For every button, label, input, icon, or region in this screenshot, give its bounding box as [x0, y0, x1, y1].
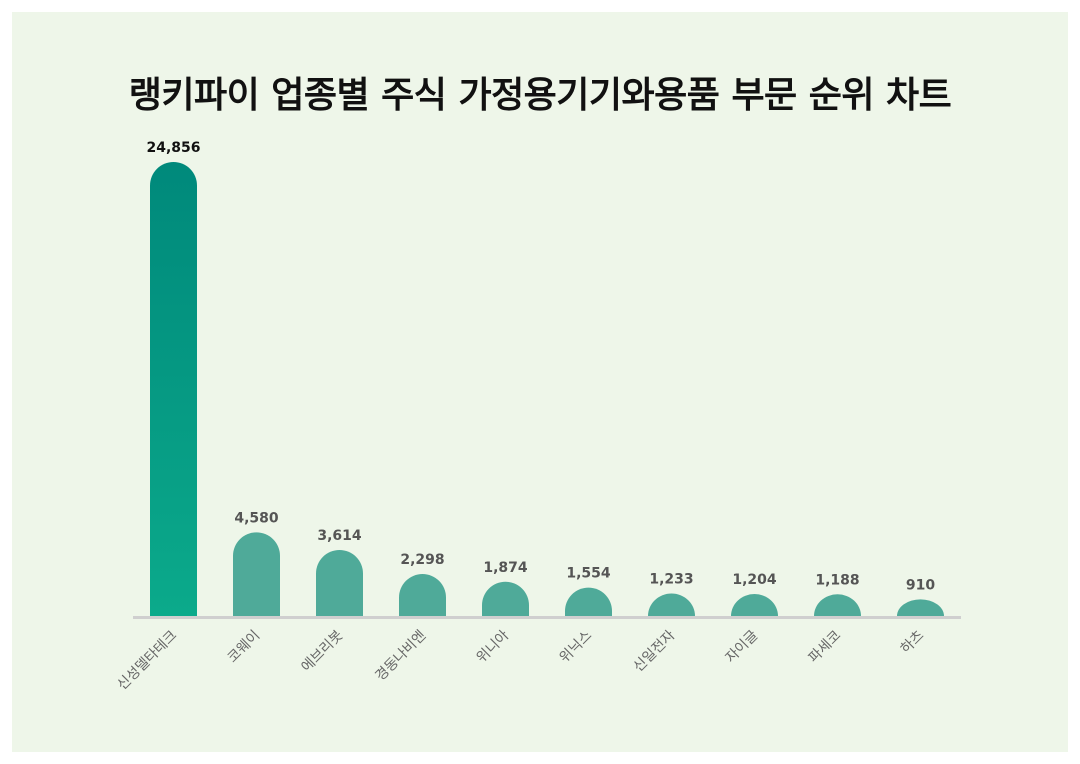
category-label-3: 에브리봇 — [299, 627, 347, 675]
bar-10 — [897, 599, 944, 616]
bar-9 — [814, 594, 861, 616]
value-label-7: 1,233 — [649, 571, 693, 587]
value-label-10: 910 — [906, 577, 935, 593]
bar-2 — [233, 532, 280, 616]
value-label-3: 3,614 — [317, 528, 362, 544]
category-label-5: 위니아 — [474, 627, 513, 666]
value-label-1: 24,856 — [146, 140, 200, 156]
value-label-4: 2,298 — [400, 552, 444, 568]
value-label-5: 1,874 — [483, 560, 528, 576]
bar-3 — [316, 549, 363, 616]
value-label-9: 1,188 — [815, 572, 859, 588]
category-label-9: 파세코 — [806, 627, 845, 666]
category-label-1: 신성델타테크 — [114, 627, 180, 693]
category-label-2: 코웨이 — [225, 628, 264, 667]
bar-8 — [731, 594, 778, 616]
value-label-6: 1,554 — [566, 566, 611, 582]
bar-4 — [399, 574, 446, 616]
bar-6 — [565, 587, 612, 616]
category-label-4: 경동나비엔 — [372, 628, 429, 685]
value-label-8: 1,204 — [732, 572, 777, 588]
chart-title: 랭키파이 업종별 주식 가정용기기와용품 부문 순위 차트 — [128, 75, 952, 116]
category-label-6: 위닉스 — [557, 627, 596, 666]
category-label-7: 신일전자 — [631, 627, 679, 675]
bar-5 — [482, 581, 529, 616]
bar-7 — [648, 593, 695, 616]
value-label-2: 4,580 — [234, 510, 279, 526]
bar-1 — [150, 161, 197, 616]
category-label-8: 자이글 — [723, 627, 762, 666]
category-label-10: 하츠 — [898, 627, 928, 657]
